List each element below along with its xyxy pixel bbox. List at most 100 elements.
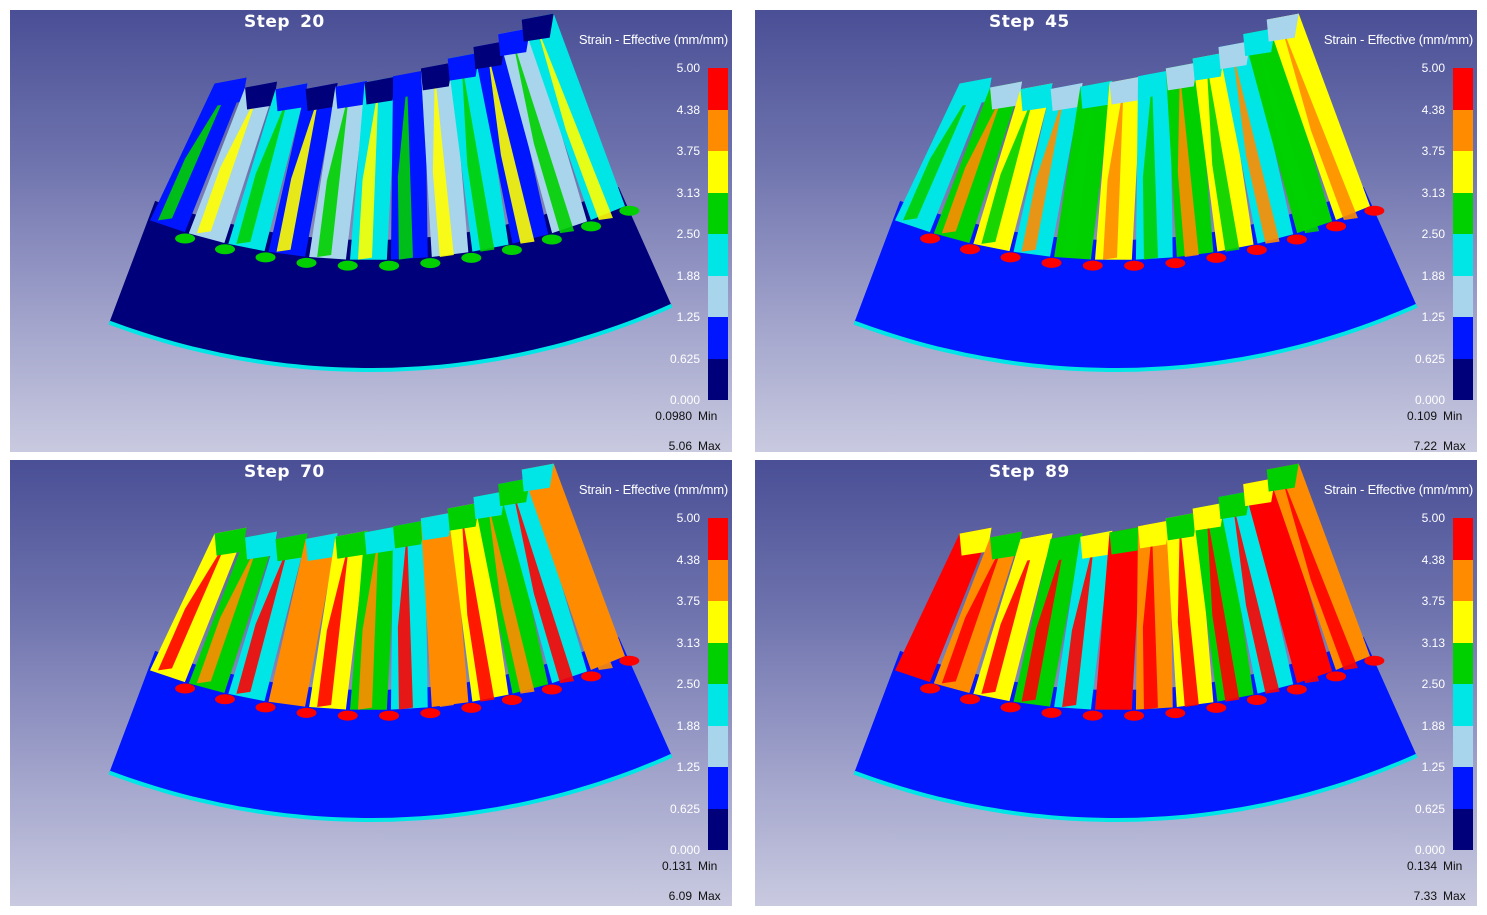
color-bar bbox=[708, 68, 728, 400]
gear-tooth bbox=[933, 531, 1023, 705]
gear-tooth bbox=[1095, 76, 1145, 271]
gear-tooth bbox=[473, 41, 562, 245]
scale-tick-label: 1.88 bbox=[676, 718, 700, 733]
gear-tooth bbox=[188, 81, 278, 255]
max-readout: 5.06 Max bbox=[668, 439, 721, 453]
gear-ring-body bbox=[854, 637, 1417, 820]
variable-label: Strain - Effective (mm/mm) bbox=[1323, 482, 1473, 497]
gear-tooth bbox=[1192, 52, 1267, 255]
gear-tooth bbox=[1218, 491, 1307, 695]
scale-tick-label: 3.13 bbox=[1421, 185, 1445, 200]
scale-tick-label: 2.50 bbox=[1421, 227, 1445, 241]
scale-tick-label: 5.00 bbox=[1421, 511, 1445, 525]
color-bar-segment bbox=[708, 275, 728, 317]
gear-tooth bbox=[973, 83, 1053, 263]
gear-tooth bbox=[268, 533, 338, 718]
color-bar-segment bbox=[708, 642, 728, 684]
color-bar-segment bbox=[1453, 234, 1473, 276]
gear-mesh-render bbox=[108, 13, 673, 372]
color-bar-segment bbox=[708, 808, 728, 850]
color-bar-segment bbox=[708, 684, 728, 726]
gear-ring-body bbox=[109, 637, 672, 820]
gear-tooth bbox=[447, 502, 522, 705]
gear-tooth bbox=[1192, 502, 1267, 705]
color-bar-segment bbox=[708, 358, 728, 400]
viewport-step-20: Step 20 Strain - Effective (mm/mm) 5.00 4.… bbox=[10, 10, 732, 452]
gear-tooth bbox=[1266, 13, 1385, 221]
gear-tooth bbox=[228, 533, 308, 713]
scale-tick-label: 3.75 bbox=[1421, 144, 1445, 158]
min-readout: 0.131 Min bbox=[661, 859, 718, 873]
scale-tick-label: 0.625 bbox=[669, 351, 700, 366]
gear-tooth bbox=[149, 527, 247, 694]
scale-tick-label: 1.25 bbox=[676, 760, 700, 774]
gear-tooth bbox=[268, 83, 338, 268]
gear-tooth bbox=[420, 62, 482, 263]
scale-tick-label: 0.000 bbox=[1414, 843, 1445, 857]
color-bar-segment bbox=[708, 192, 728, 234]
color-bar bbox=[1453, 68, 1473, 400]
gear-tooth bbox=[1054, 80, 1113, 271]
scale-tick-label: 4.38 bbox=[1421, 102, 1445, 117]
gear-tooth bbox=[1243, 478, 1347, 684]
scale-tick-label: 3.13 bbox=[1421, 635, 1445, 650]
color-bar-segment bbox=[1453, 358, 1473, 400]
color-bar-segment bbox=[708, 109, 728, 151]
max-readout: 7.33 Max bbox=[1413, 889, 1466, 903]
gear-tooth bbox=[1243, 28, 1347, 234]
scale-tick-label: 2.50 bbox=[1421, 677, 1445, 691]
color-bar-segment bbox=[708, 518, 728, 560]
color-bar-segment bbox=[708, 317, 728, 359]
max-readout: 7.22 Max bbox=[1413, 439, 1466, 453]
viewport-step-89: Step 89 Strain - Effective (mm/mm) 5.00 4.… bbox=[755, 460, 1477, 906]
gear-ring-body bbox=[854, 187, 1417, 370]
scale-tick-label: 0.000 bbox=[1414, 393, 1445, 407]
color-bar-segment bbox=[1453, 684, 1473, 726]
scale-tick-label: 1.88 bbox=[1421, 718, 1445, 733]
scale-tick-label: 4.38 bbox=[676, 552, 700, 567]
viewport-step-70: Step 70 Strain - Effective (mm/mm) 5.00 4.… bbox=[10, 460, 732, 906]
gear-mesh-render bbox=[108, 463, 673, 822]
color-bar-segment bbox=[1453, 518, 1473, 560]
gear-tooth bbox=[1095, 526, 1145, 721]
step-title: Step 70 bbox=[243, 462, 325, 482]
min-readout: 0.134 Min bbox=[1406, 859, 1463, 873]
gear-tooth bbox=[188, 531, 278, 705]
gear-tooth bbox=[973, 533, 1053, 713]
color-bar-segment bbox=[1453, 559, 1473, 601]
scale-tick-label: 3.13 bbox=[676, 635, 700, 650]
color-bar-segment bbox=[708, 725, 728, 767]
scale-tick-label: 3.75 bbox=[676, 144, 700, 158]
color-bar-segment bbox=[708, 559, 728, 601]
gear-rim-edge bbox=[853, 753, 1418, 822]
min-readout: 0.0980 Min bbox=[655, 409, 718, 423]
gear-tooth bbox=[1135, 70, 1186, 269]
gear-tooth bbox=[894, 527, 992, 694]
gear-tooth bbox=[447, 52, 522, 255]
color-bar-segment bbox=[708, 68, 728, 110]
gear-tooth bbox=[894, 77, 992, 244]
scale-tick-label: 0.000 bbox=[669, 393, 700, 407]
gear-tooth bbox=[309, 530, 368, 721]
color-bar-segment bbox=[708, 767, 728, 809]
gear-tooth bbox=[228, 83, 308, 263]
scale-tick-label: 1.25 bbox=[676, 310, 700, 324]
scale-tick-label: 5.00 bbox=[676, 511, 700, 525]
color-bar-segment bbox=[1453, 725, 1473, 767]
color-bar-segment bbox=[708, 234, 728, 276]
scale-tick-label: 4.38 bbox=[1421, 552, 1445, 567]
gear-tooth bbox=[1135, 520, 1186, 719]
color-scale: 5.00 4.38 3.75 3.13 2.50 1.88 1.25 0.625 0.000 0… bbox=[608, 62, 728, 453]
scale-tick-label: 0.625 bbox=[1414, 801, 1445, 816]
color-bar bbox=[1453, 518, 1473, 850]
gear-tooth bbox=[350, 76, 400, 271]
color-bar-segment bbox=[1453, 808, 1473, 850]
gear-tooth bbox=[521, 13, 640, 221]
gear-tooth bbox=[498, 478, 602, 684]
min-readout: 0.109 Min bbox=[1406, 409, 1463, 423]
viewport-step-45: Step 45 Strain - Effective (mm/mm) 5.00 4.… bbox=[755, 10, 1477, 452]
color-bar-segment bbox=[1453, 192, 1473, 234]
scale-tick-label: 0.625 bbox=[1414, 351, 1445, 366]
gear-mesh-render bbox=[853, 13, 1418, 372]
scale-tick-label: 0.000 bbox=[669, 843, 700, 857]
